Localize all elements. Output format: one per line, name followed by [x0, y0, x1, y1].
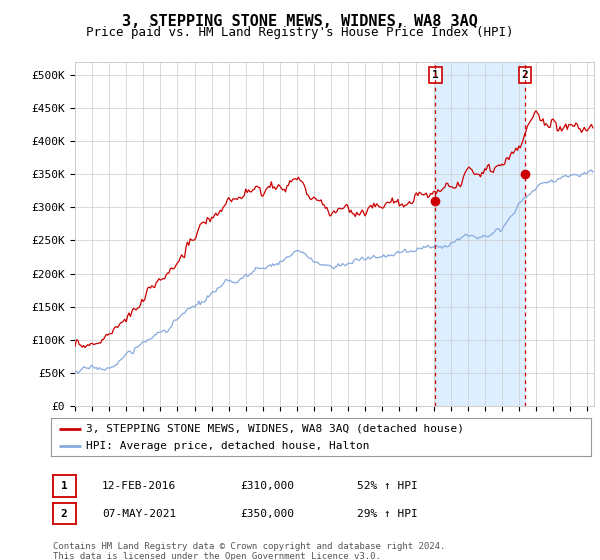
- Text: 1: 1: [432, 70, 439, 80]
- Text: 1: 1: [61, 481, 68, 491]
- Text: 07-MAY-2021: 07-MAY-2021: [102, 508, 176, 519]
- Text: Contains HM Land Registry data © Crown copyright and database right 2024.
This d: Contains HM Land Registry data © Crown c…: [53, 542, 445, 560]
- Text: 52% ↑ HPI: 52% ↑ HPI: [357, 481, 418, 491]
- Text: 2: 2: [61, 508, 68, 519]
- Bar: [436, 62, 525, 406]
- Text: £350,000: £350,000: [240, 508, 294, 519]
- Text: 3, STEPPING STONE MEWS, WIDNES, WA8 3AQ (detached house): 3, STEPPING STONE MEWS, WIDNES, WA8 3AQ …: [86, 424, 464, 434]
- Text: Price paid vs. HM Land Registry's House Price Index (HPI): Price paid vs. HM Land Registry's House …: [86, 26, 514, 39]
- Text: 2: 2: [521, 70, 529, 80]
- Text: £310,000: £310,000: [240, 481, 294, 491]
- Text: 12-FEB-2016: 12-FEB-2016: [102, 481, 176, 491]
- Text: 3, STEPPING STONE MEWS, WIDNES, WA8 3AQ: 3, STEPPING STONE MEWS, WIDNES, WA8 3AQ: [122, 14, 478, 29]
- Text: 29% ↑ HPI: 29% ↑ HPI: [357, 508, 418, 519]
- Text: HPI: Average price, detached house, Halton: HPI: Average price, detached house, Halt…: [86, 441, 370, 451]
